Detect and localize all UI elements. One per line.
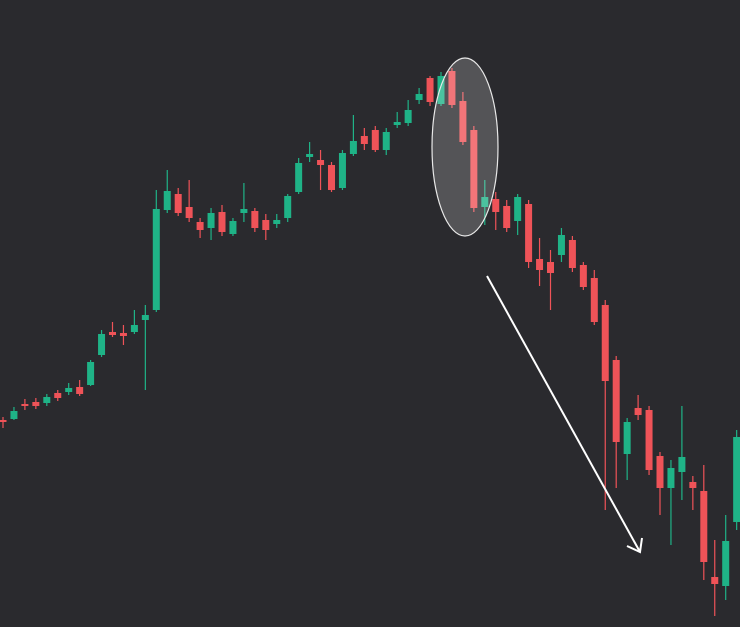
candle-body xyxy=(437,76,445,104)
trend-arrow xyxy=(486,275,643,554)
candle-body xyxy=(393,122,401,125)
candle-body xyxy=(525,204,533,262)
candle-body xyxy=(185,207,193,218)
candle-body xyxy=(459,101,467,142)
candle-body xyxy=(338,153,346,188)
candle-body xyxy=(152,209,160,310)
candle-body xyxy=(415,94,423,100)
candle-body xyxy=(360,136,368,144)
candle-body xyxy=(733,437,740,522)
candle-body xyxy=(328,165,335,190)
candle-body xyxy=(76,387,84,394)
candle-body xyxy=(43,397,51,403)
candle-body xyxy=(678,457,686,472)
candle-body xyxy=(656,456,664,488)
candle-body xyxy=(141,315,149,320)
candle-body xyxy=(109,332,116,335)
candle-body xyxy=(21,404,29,406)
candle-body xyxy=(612,360,620,442)
candle-body xyxy=(382,132,390,150)
candle-body xyxy=(426,78,434,102)
candles xyxy=(0,68,740,616)
candle-body xyxy=(634,408,642,415)
candle-body xyxy=(601,305,609,381)
candle-body xyxy=(722,541,730,586)
candle-body xyxy=(503,206,511,228)
candle-body xyxy=(514,197,522,221)
candle-body xyxy=(10,411,18,419)
candle-body xyxy=(536,259,544,270)
candle-body xyxy=(492,199,500,212)
candle-body xyxy=(284,196,292,218)
candle-body xyxy=(32,402,40,406)
candle-body xyxy=(295,163,303,192)
candle-body xyxy=(689,482,697,488)
candle-body xyxy=(579,265,587,287)
candle-body xyxy=(163,191,171,210)
highlight-ellipse xyxy=(431,57,499,237)
candle-body xyxy=(623,422,631,454)
candle-body xyxy=(174,194,182,213)
candle-body xyxy=(0,420,7,422)
candle-body xyxy=(87,362,95,385)
candle-body xyxy=(557,235,565,255)
candle-body xyxy=(251,211,259,228)
candle-body xyxy=(547,262,554,273)
candle-body xyxy=(119,333,127,336)
candle-body xyxy=(207,213,215,228)
candle-body xyxy=(568,240,576,268)
candle-body xyxy=(317,160,325,165)
arrow-head xyxy=(626,537,643,554)
candle-body xyxy=(98,334,106,355)
candle-body xyxy=(448,71,456,105)
candle-body xyxy=(54,393,62,398)
candle-body xyxy=(481,197,489,207)
candle-body xyxy=(196,222,204,230)
candle-body xyxy=(229,221,237,234)
candle-body xyxy=(470,130,478,208)
candle-body xyxy=(404,110,412,123)
candle-body xyxy=(711,577,719,584)
candle-body xyxy=(306,154,314,157)
candle-body xyxy=(65,388,73,392)
candle-body xyxy=(349,141,357,154)
candle-body xyxy=(700,491,708,562)
candle-body xyxy=(240,209,248,213)
candle-body xyxy=(590,278,598,322)
candle-body xyxy=(667,468,675,488)
candle-body xyxy=(273,220,281,224)
candle-body xyxy=(371,130,379,150)
candle-body xyxy=(645,410,653,470)
candle-body xyxy=(218,212,226,232)
arrow-line xyxy=(486,275,641,553)
candle-body xyxy=(262,220,270,230)
candle-body xyxy=(130,325,138,332)
